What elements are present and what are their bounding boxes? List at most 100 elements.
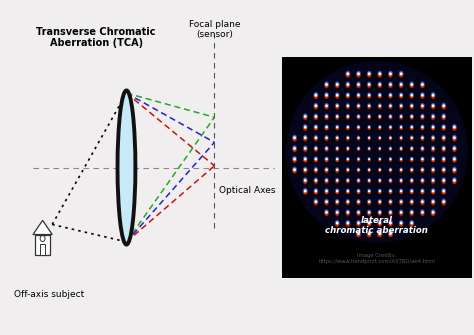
Polygon shape [366, 230, 372, 234]
Polygon shape [379, 138, 381, 139]
Circle shape [411, 148, 412, 149]
Circle shape [336, 115, 338, 118]
Circle shape [358, 116, 359, 117]
Polygon shape [410, 138, 413, 139]
Polygon shape [442, 127, 445, 129]
Polygon shape [304, 116, 307, 118]
Polygon shape [420, 103, 425, 106]
Circle shape [337, 84, 338, 85]
Circle shape [347, 84, 348, 85]
Polygon shape [325, 106, 328, 108]
Circle shape [347, 159, 348, 160]
Polygon shape [452, 159, 457, 163]
Polygon shape [389, 181, 392, 183]
Circle shape [315, 158, 317, 160]
Polygon shape [421, 116, 424, 118]
Polygon shape [304, 138, 307, 140]
Polygon shape [357, 106, 360, 108]
Polygon shape [346, 81, 350, 85]
Circle shape [410, 105, 413, 107]
Polygon shape [303, 167, 308, 170]
Circle shape [422, 158, 423, 160]
Polygon shape [378, 157, 382, 159]
Polygon shape [432, 116, 435, 118]
Circle shape [325, 179, 328, 182]
Polygon shape [410, 178, 414, 181]
Polygon shape [335, 117, 339, 120]
Polygon shape [314, 95, 318, 97]
Circle shape [346, 201, 349, 203]
Polygon shape [346, 84, 349, 86]
Polygon shape [313, 106, 319, 110]
Circle shape [358, 233, 359, 234]
Polygon shape [346, 71, 350, 74]
Polygon shape [357, 157, 360, 159]
Polygon shape [356, 199, 361, 202]
Polygon shape [399, 189, 403, 191]
Circle shape [379, 212, 381, 213]
Circle shape [337, 94, 338, 96]
Circle shape [315, 190, 317, 192]
Circle shape [379, 191, 381, 192]
Polygon shape [452, 145, 457, 149]
Polygon shape [346, 181, 350, 184]
Polygon shape [368, 126, 370, 127]
Polygon shape [368, 148, 370, 150]
Polygon shape [368, 106, 370, 108]
Circle shape [358, 201, 359, 202]
Circle shape [401, 73, 402, 75]
Circle shape [368, 201, 370, 203]
Polygon shape [325, 104, 328, 106]
Polygon shape [325, 84, 328, 86]
Polygon shape [346, 117, 350, 120]
Circle shape [315, 137, 317, 139]
Circle shape [454, 158, 455, 160]
Circle shape [454, 127, 455, 128]
Circle shape [368, 232, 371, 235]
Polygon shape [410, 95, 413, 97]
Polygon shape [324, 92, 329, 95]
Polygon shape [314, 138, 318, 141]
Polygon shape [400, 84, 402, 86]
Circle shape [358, 159, 359, 160]
Polygon shape [346, 146, 350, 149]
Circle shape [432, 211, 435, 214]
Circle shape [315, 126, 317, 129]
Polygon shape [324, 191, 329, 195]
Circle shape [347, 73, 348, 75]
Polygon shape [442, 138, 445, 139]
Polygon shape [421, 147, 424, 148]
Polygon shape [399, 117, 403, 120]
Polygon shape [389, 93, 392, 95]
Polygon shape [367, 82, 372, 85]
Polygon shape [324, 85, 329, 88]
Circle shape [401, 212, 402, 213]
Polygon shape [442, 106, 445, 108]
Polygon shape [421, 95, 424, 97]
Circle shape [390, 116, 391, 117]
Polygon shape [356, 181, 361, 183]
Polygon shape [389, 191, 392, 193]
Circle shape [379, 73, 381, 75]
Polygon shape [421, 200, 424, 202]
Polygon shape [356, 117, 361, 120]
Polygon shape [390, 147, 392, 148]
Polygon shape [432, 125, 434, 127]
Polygon shape [368, 223, 371, 225]
Circle shape [432, 126, 434, 129]
Polygon shape [356, 95, 361, 98]
Polygon shape [389, 159, 392, 162]
Circle shape [390, 212, 391, 213]
Polygon shape [390, 158, 392, 159]
Polygon shape [325, 180, 328, 182]
Circle shape [315, 147, 317, 150]
Polygon shape [357, 147, 359, 148]
Circle shape [315, 200, 317, 203]
Polygon shape [367, 223, 372, 226]
Circle shape [357, 137, 359, 139]
Circle shape [432, 94, 435, 97]
Polygon shape [356, 202, 361, 205]
Polygon shape [430, 95, 436, 99]
Polygon shape [400, 158, 402, 159]
Polygon shape [389, 232, 392, 233]
